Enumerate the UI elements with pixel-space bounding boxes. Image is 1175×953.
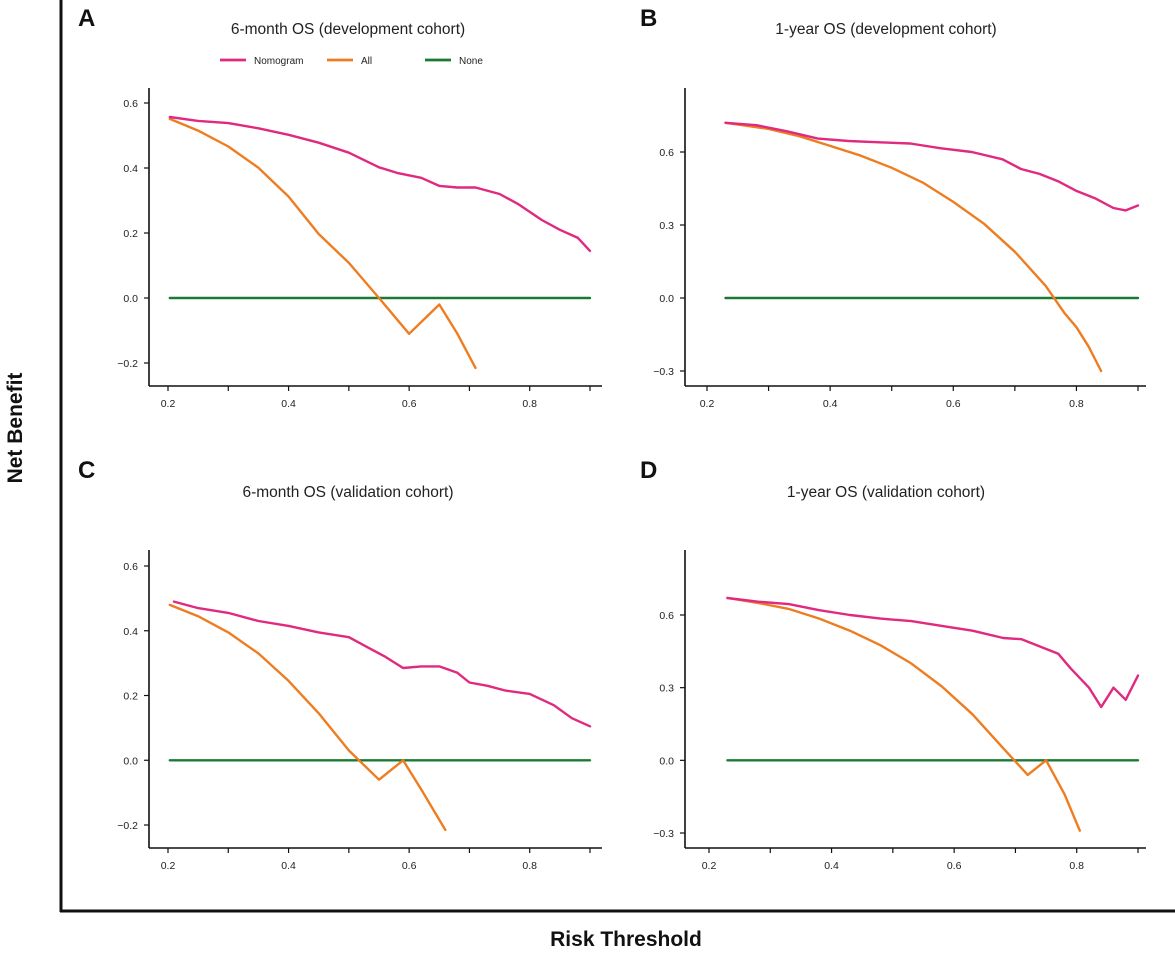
- x-tick-label: 0.8: [522, 860, 537, 872]
- series-line-nomogram: [172, 600, 592, 728]
- x-tick-label: 0.6: [947, 860, 962, 872]
- legend-label-nomogram: Nomogram: [254, 56, 303, 67]
- x-tick-label: 0.4: [281, 860, 296, 872]
- panel-letter: D: [640, 457, 657, 484]
- x-tick-label: 0.4: [281, 398, 296, 410]
- x-tick-label: 0.2: [700, 398, 715, 410]
- y-tick-label: 0.4: [123, 626, 138, 638]
- x-tick-label: 0.2: [702, 860, 717, 872]
- y-tick-label: 0.2: [123, 228, 138, 240]
- panel-b: B 1-year OS (development cohort) −0.3 0.0 0.…: [640, 5, 1146, 410]
- panel-letter: A: [78, 5, 95, 32]
- y-tick-label: 0.0: [123, 755, 138, 767]
- y-tick-label: 0.6: [659, 147, 674, 159]
- y-tick-label: 0.6: [659, 610, 674, 622]
- x-tick-label: 0.8: [522, 398, 537, 410]
- panel-title: 6-month OS (development cohort): [231, 21, 465, 38]
- y-tick-label: 0.6: [123, 561, 138, 573]
- x-tick-label: 0.6: [402, 860, 417, 872]
- panel-a: A 6-month OS (development cohort) −0.2 0.0 0…: [78, 5, 602, 410]
- panel-title: 1-year OS (validation cohort): [787, 484, 985, 501]
- series-line-all: [168, 117, 477, 370]
- y-tick-label: 0.6: [123, 98, 138, 110]
- series-line-all: [726, 596, 1082, 832]
- y-tick-label: 0.3: [659, 683, 674, 695]
- legend-label-none: None: [459, 56, 483, 67]
- panel-title: 1-year OS (development cohort): [775, 21, 996, 38]
- legend: Nomogram All None: [220, 56, 483, 67]
- legend-label-all: All: [361, 56, 372, 67]
- series-line-nomogram: [724, 121, 1140, 212]
- panels-group: A 6-month OS (development cohort) −0.2 0.0 0…: [78, 5, 1146, 872]
- y-tick-label: −0.2: [117, 820, 138, 832]
- series-line-all: [724, 121, 1103, 373]
- x-tick-label: 0.2: [161, 860, 176, 872]
- panel-letter: B: [640, 5, 657, 32]
- x-tick-label: 0.8: [1069, 398, 1084, 410]
- x-tick-label: 0.8: [1069, 860, 1084, 872]
- panel-d: D 1-year OS (validation cohort) −0.3 0.0 0.3…: [640, 457, 1146, 872]
- y-tick-label: 0.0: [659, 293, 674, 305]
- series-line-all: [168, 603, 447, 832]
- y-tick-label: −0.2: [117, 358, 138, 370]
- x-tick-label: 0.4: [823, 398, 838, 410]
- x-tick-label: 0.2: [161, 398, 176, 410]
- x-tick-label: 0.4: [824, 860, 839, 872]
- y-tick-label: 0.3: [659, 220, 674, 232]
- x-tick-label: 0.6: [946, 398, 961, 410]
- x-tick-label: 0.6: [402, 398, 417, 410]
- series-line-nomogram: [168, 115, 592, 253]
- y-tick-label: −0.3: [653, 366, 674, 378]
- y-tick-label: 0.0: [123, 293, 138, 305]
- y-tick-label: 0.4: [123, 163, 138, 175]
- series-line-nomogram: [726, 596, 1140, 709]
- y-tick-label: 0.0: [659, 755, 674, 767]
- y-tick-label: 0.2: [123, 691, 138, 703]
- figure-x-label: Risk Threshold: [550, 928, 702, 951]
- panel-letter: C: [78, 457, 95, 484]
- panel-title: 6-month OS (validation cohort): [242, 484, 453, 501]
- figure-y-label: Net Benefit: [4, 373, 27, 484]
- panel-c: C 6-month OS (validation cohort) −0.2 0.0 0.…: [78, 457, 602, 872]
- y-tick-label: −0.3: [653, 828, 674, 840]
